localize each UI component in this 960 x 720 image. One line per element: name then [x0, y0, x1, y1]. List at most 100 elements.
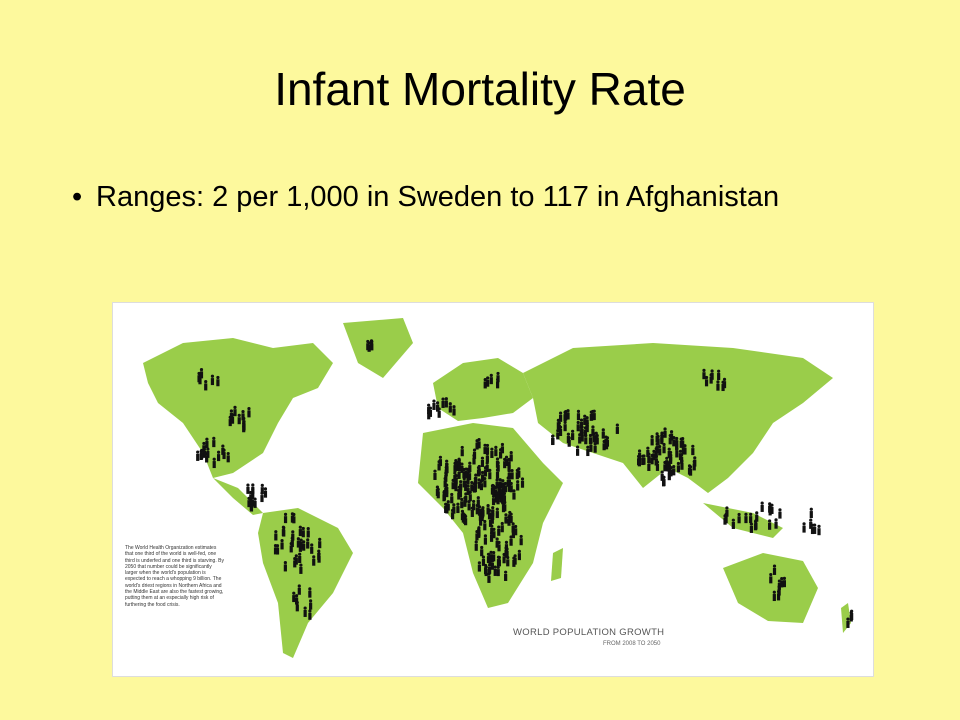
person-icon [457, 457, 461, 469]
person-icon [299, 563, 303, 574]
person-icon [435, 485, 440, 496]
person-icon [445, 486, 449, 498]
person-icon [464, 514, 468, 526]
person-icon [463, 496, 467, 507]
person-icon [292, 591, 296, 603]
person-icon [318, 537, 322, 549]
person-icon [772, 564, 777, 575]
person-icon [206, 447, 210, 458]
person-icon [637, 449, 642, 460]
person-icon [491, 509, 495, 520]
map-caption-title: WORLD POPULATION GROWTH [513, 627, 665, 638]
person-icon [510, 468, 514, 480]
person-icon [310, 543, 314, 554]
person-icon [477, 561, 481, 572]
person-icon [558, 425, 563, 437]
person-icon [586, 445, 590, 457]
person-icon [247, 496, 251, 508]
person-icon [675, 447, 679, 458]
person-icon [233, 405, 237, 417]
person-icon [281, 525, 286, 537]
person-icon [467, 469, 472, 481]
person-icon [308, 609, 312, 620]
person-icon [308, 587, 312, 598]
map-caption-subtitle: FROM 2008 TO 2050 [603, 641, 661, 647]
person-icon [749, 522, 753, 533]
person-icon [294, 554, 298, 565]
person-icon [491, 494, 496, 506]
person-icon [652, 449, 656, 461]
person-icon [298, 525, 302, 537]
person-icon [204, 380, 208, 391]
person-icon [496, 377, 500, 389]
person-icon [275, 544, 280, 555]
person-icon [274, 530, 278, 541]
person-icon [295, 594, 299, 605]
person-icon [769, 572, 773, 584]
person-icon [589, 410, 593, 421]
person-icon [571, 429, 575, 441]
person-icon [777, 585, 781, 596]
person-icon [445, 462, 449, 474]
person-icon [454, 473, 458, 485]
person-icon [492, 550, 496, 562]
person-icon [221, 444, 225, 455]
person-icon [489, 531, 494, 542]
person-icon [249, 490, 253, 502]
person-icon [744, 512, 748, 524]
person-icon [495, 468, 500, 479]
person-icon [199, 367, 204, 379]
person-icon [576, 445, 580, 456]
person-icon [438, 455, 443, 467]
person-icon [601, 428, 605, 439]
person-icon [658, 444, 662, 456]
person-icon [302, 540, 306, 551]
person-icon [448, 402, 452, 413]
madagascar [551, 548, 563, 581]
person-icon [299, 538, 303, 549]
person-icon [491, 506, 495, 517]
person-icon [755, 511, 759, 522]
map-body-text: The World Health Organization estimates … [125, 545, 224, 608]
person-icon [504, 570, 508, 581]
person-icon [317, 549, 321, 560]
person-icon [488, 563, 492, 574]
person-icon [483, 519, 487, 531]
person-icon [515, 468, 519, 480]
person-icon [472, 499, 476, 511]
person-icon [470, 506, 474, 517]
person-icon [509, 450, 513, 462]
person-icon [490, 447, 494, 458]
person-icon [246, 483, 250, 494]
person-icon [567, 436, 571, 447]
person-icon [475, 439, 479, 450]
person-icon [500, 442, 505, 454]
person-icon [725, 506, 729, 517]
person-icon [460, 509, 465, 521]
person-icon [472, 454, 476, 465]
person-icon [476, 496, 480, 507]
person-icon [303, 606, 307, 617]
bullet-text: Ranges: 2 per 1,000 in Sweden to 117 in … [96, 181, 780, 213]
person-icon [495, 507, 499, 519]
continents [143, 318, 851, 658]
person-icon [514, 524, 518, 536]
person-icon [809, 518, 813, 529]
person-icon [442, 490, 446, 502]
person-icon [688, 465, 693, 476]
person-icon [663, 427, 667, 438]
person-icon [494, 445, 498, 457]
person-icon [668, 433, 672, 445]
person-icon [477, 527, 481, 538]
bullet-dot: • [72, 181, 83, 213]
person-icon [495, 478, 499, 489]
person-icon [595, 434, 599, 445]
person-icon [483, 534, 488, 545]
person-icon [497, 540, 501, 552]
australia [723, 553, 818, 623]
person-icon [774, 518, 778, 529]
person-icon [249, 501, 254, 512]
person-icon [296, 537, 300, 548]
person-icon [263, 487, 268, 498]
person-icon [487, 572, 491, 583]
